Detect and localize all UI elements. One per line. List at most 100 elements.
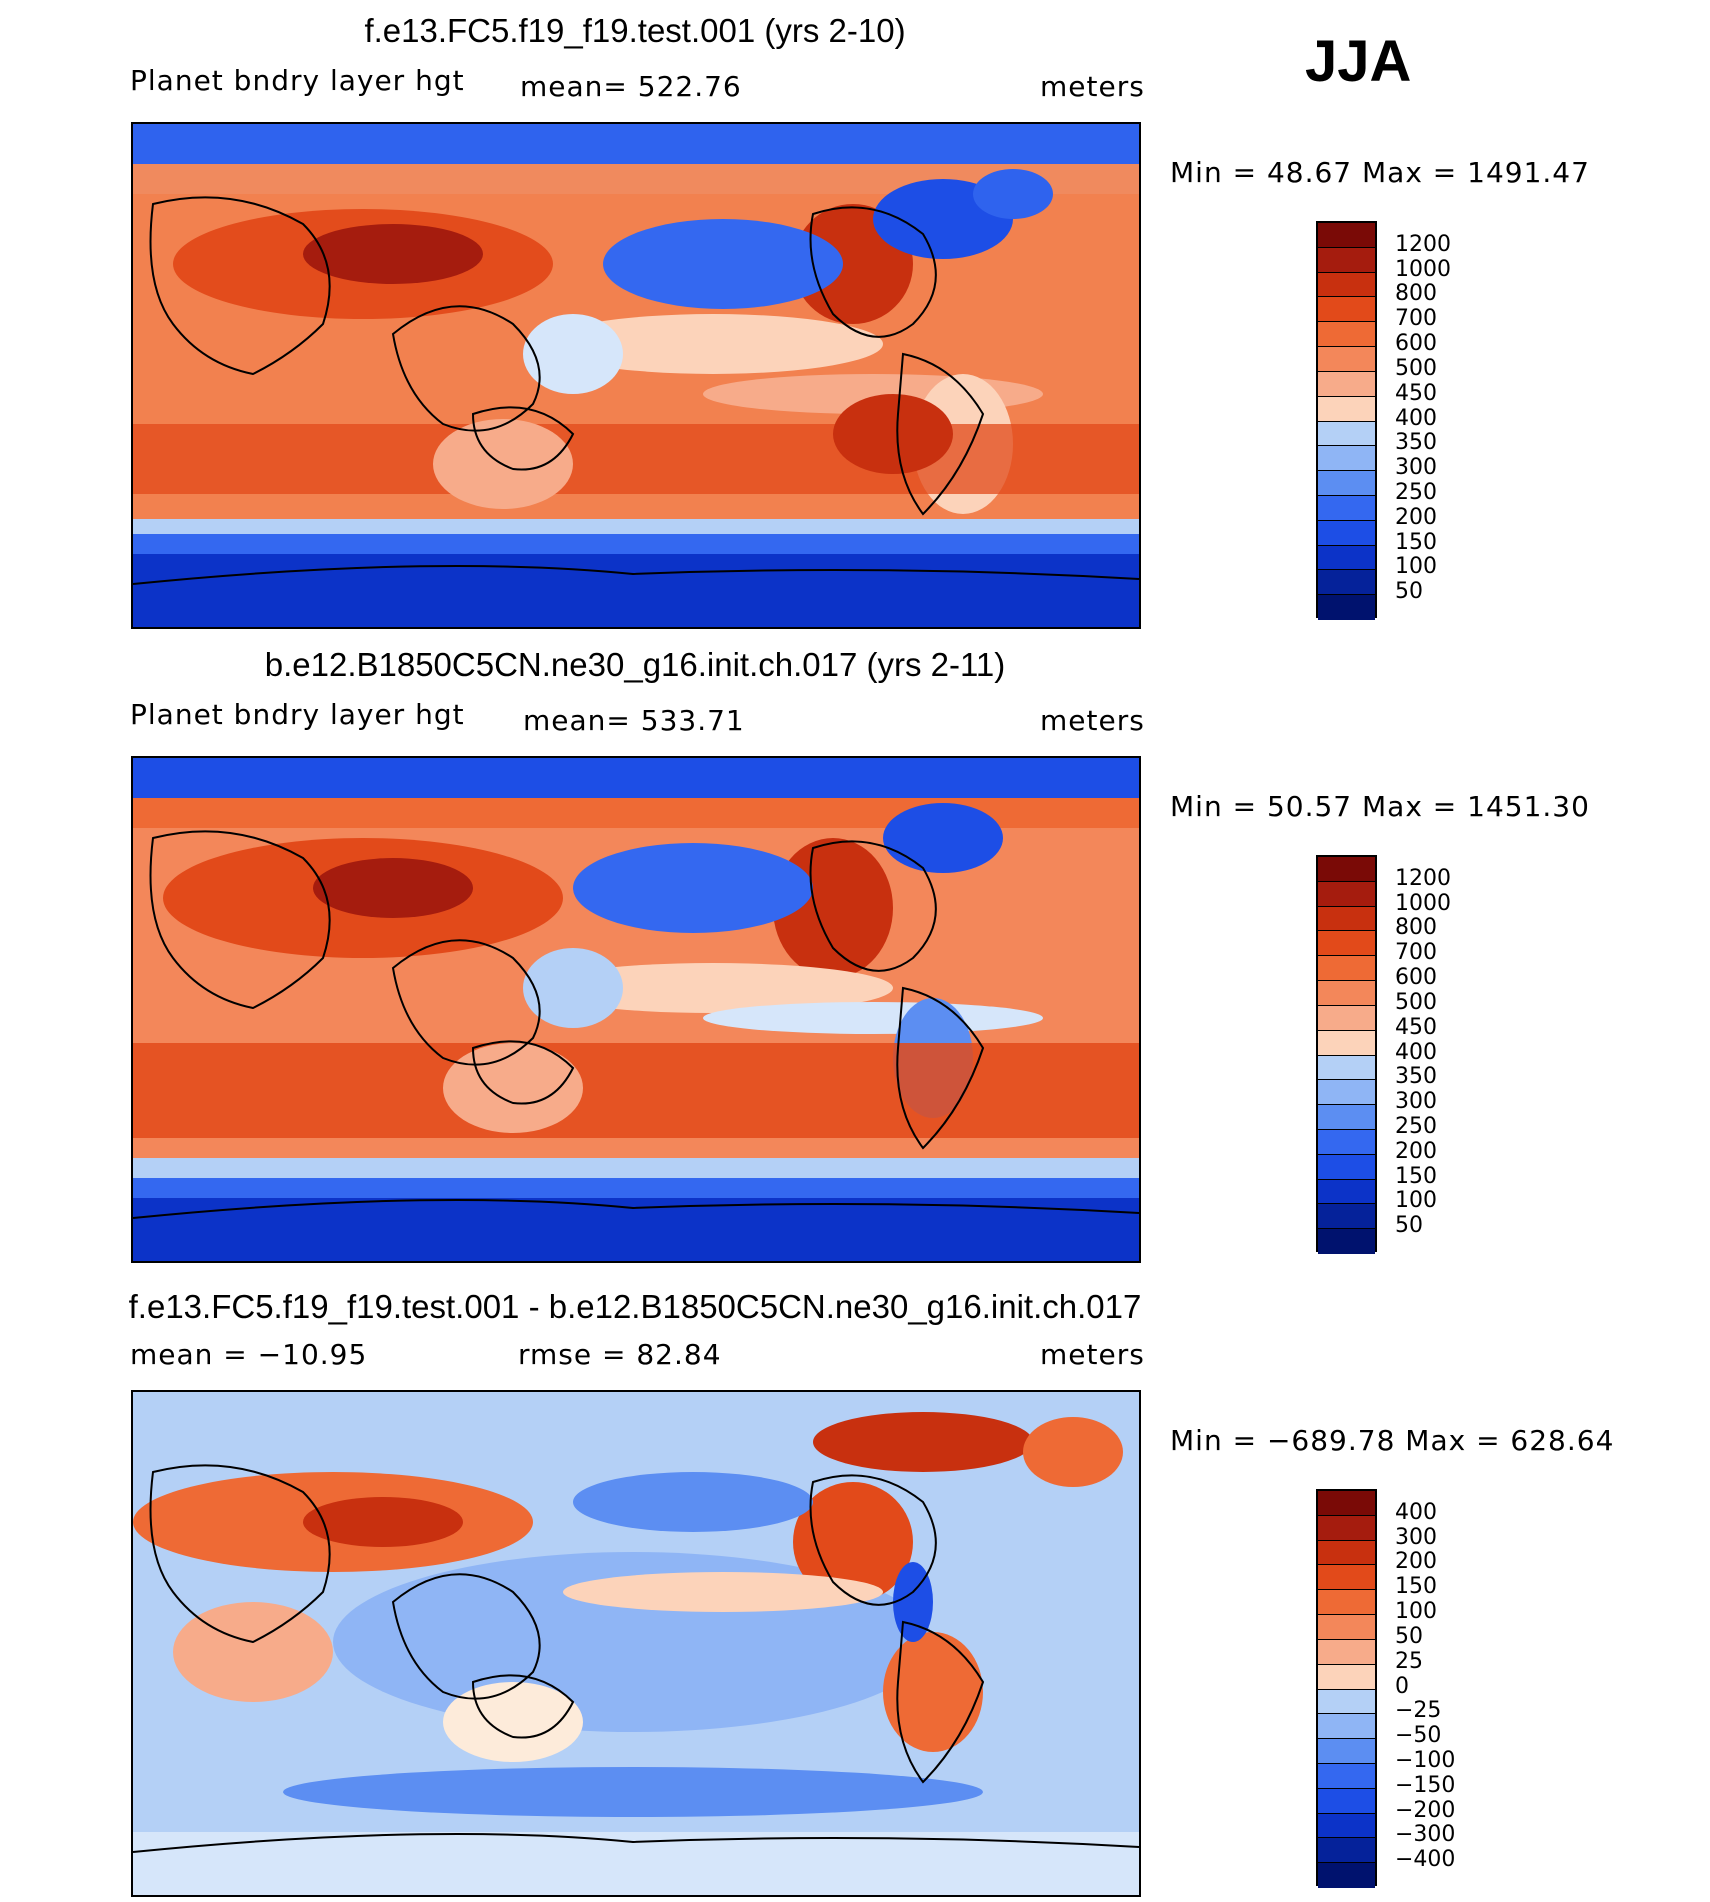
colorbar-tick-label: 100 [1395,1188,1437,1214]
colorbar-swatch [1318,272,1375,298]
colorbar-swatch [1318,421,1375,447]
colorbar-tick-label: 150 [1395,1163,1437,1189]
colorbar-swatch [1318,495,1375,521]
colorbar-tick-label: 800 [1395,281,1437,307]
colorbar-tick-label: 450 [1395,1014,1437,1040]
colorbar-tick-label: 500 [1395,355,1437,381]
colorbar-swatch [1318,1689,1375,1715]
panel-3-colorbar [1316,1489,1377,1888]
colorbar-tick-label: 1000 [1395,890,1451,916]
colorbar-swatch [1318,981,1375,1006]
colorbar-tick-label: −150 [1395,1772,1456,1798]
colorbar-swatch [1318,446,1375,472]
colorbar-tick-label: 250 [1395,1113,1437,1139]
colorbar-swatch [1318,1540,1375,1566]
colorbar-swatch [1318,545,1375,571]
colorbar-swatch [1318,396,1375,422]
colorbar-swatch [1318,471,1375,496]
colorbar-swatch [1318,881,1375,907]
panel-3-minmax: Min = −689.78 Max = 628.64 [1170,1424,1615,1457]
colorbar-swatch [1318,1639,1375,1665]
panel-2-title: b.e12.B1850C5CN.ne30_g16.init.ch.017 (yr… [264,646,1006,683]
colorbar-swatch [1318,1154,1375,1180]
panel-3-rmse: rmse = 82.84 [518,1338,722,1371]
colorbar-tick-label: 400 [1395,405,1437,431]
colorbar-tick-label: −25 [1395,1698,1442,1724]
colorbar-swatch [1318,1813,1375,1839]
colorbar-tick-label: 200 [1395,1549,1437,1575]
colorbar-swatch [1318,1615,1375,1640]
colorbar-tick-label: 1000 [1395,256,1451,282]
panel-1-map [131,122,1141,629]
panel-2-units: meters [1040,704,1145,737]
panel-3-title: f.e13.FC5.f19_f19.test.001 - b.e12.B1850… [128,1288,1142,1325]
panel-2-field [133,758,1139,1261]
colorbar-swatch [1318,1204,1375,1230]
panel-1-minmax: Min = 48.67 Max = 1491.47 [1170,156,1590,189]
colorbar-tick-label: 400 [1395,1499,1437,1525]
colorbar-swatch [1318,1515,1375,1541]
colorbar-tick-label: 350 [1395,1064,1437,1090]
colorbar-swatch [1318,570,1375,596]
colorbar-swatch [1318,247,1375,273]
colorbar-swatch [1318,1788,1375,1814]
colorbar-tick-label: 300 [1395,1089,1437,1115]
panel-3-field [133,1392,1139,1895]
colorbar-tick-label: 200 [1395,1138,1437,1164]
panel-3-map [131,1390,1141,1897]
colorbar-swatch [1318,1179,1375,1205]
panel-2-minmax: Min = 50.57 Max = 1451.30 [1170,790,1590,823]
colorbar-swatch [1318,1491,1375,1516]
colorbar-swatch [1318,297,1375,323]
colorbar-tick-label: 1200 [1395,231,1451,257]
colorbar-swatch [1318,1664,1375,1690]
colorbar-tick-label: 150 [1395,529,1437,555]
colorbar-tick-label: 0 [1395,1673,1409,1699]
colorbar-swatch [1318,1105,1375,1130]
panel-1-colorbar [1316,221,1377,620]
colorbar-tick-label: 300 [1395,1524,1437,1550]
colorbar-tick-label: 100 [1395,554,1437,580]
colorbar-swatch [1318,1080,1375,1106]
colorbar-swatch [1318,520,1375,546]
colorbar-swatch [1318,956,1375,982]
colorbar-swatch [1318,1129,1375,1155]
colorbar-tick-label: −200 [1395,1797,1456,1823]
colorbar-swatch [1318,595,1375,620]
season-label: JJA [1305,29,1412,94]
colorbar-tick-label: −50 [1395,1723,1442,1749]
colorbar-tick-label: 600 [1395,965,1437,991]
colorbar-swatch [1318,322,1375,348]
colorbar-tick-label: 1200 [1395,865,1451,891]
colorbar-swatch [1318,906,1375,932]
colorbar-tick-label: 200 [1395,504,1437,530]
colorbar-tick-label: 25 [1395,1648,1423,1674]
colorbar-tick-label: 700 [1395,940,1437,966]
colorbar-swatch [1318,1714,1375,1740]
colorbar-swatch [1318,1055,1375,1081]
colorbar-tick-label: 150 [1395,1574,1437,1600]
colorbar-tick-label: 50 [1395,1623,1423,1649]
colorbar-tick-label: 250 [1395,479,1437,505]
panel-3-mean: mean = −10.95 [130,1338,368,1371]
colorbar-swatch [1318,371,1375,397]
panel-2-map [131,756,1141,1263]
colorbar-swatch [1318,1565,1375,1591]
colorbar-swatch [1318,1590,1375,1616]
panel-1-mean: mean= 522.76 [520,70,742,103]
colorbar-swatch [1318,1739,1375,1764]
panel-2-mean: mean= 533.71 [523,704,745,737]
panel-1-title: f.e13.FC5.f19_f19.test.001 (yrs 2-10) [364,12,906,49]
panel-3-units: meters [1040,1338,1145,1371]
colorbar-tick-label: 400 [1395,1039,1437,1065]
colorbar-tick-label: 500 [1395,989,1437,1015]
colorbar-tick-label: 450 [1395,380,1437,406]
colorbar-tick-label: 700 [1395,306,1437,332]
colorbar-tick-label: −400 [1395,1847,1456,1873]
colorbar-tick-label: 800 [1395,915,1437,941]
panel-1-field [133,124,1139,627]
panel-2-colorbar [1316,855,1377,1254]
colorbar-swatch [1318,1838,1375,1864]
colorbar-swatch [1318,1030,1375,1056]
colorbar-tick-label: −300 [1395,1822,1456,1848]
